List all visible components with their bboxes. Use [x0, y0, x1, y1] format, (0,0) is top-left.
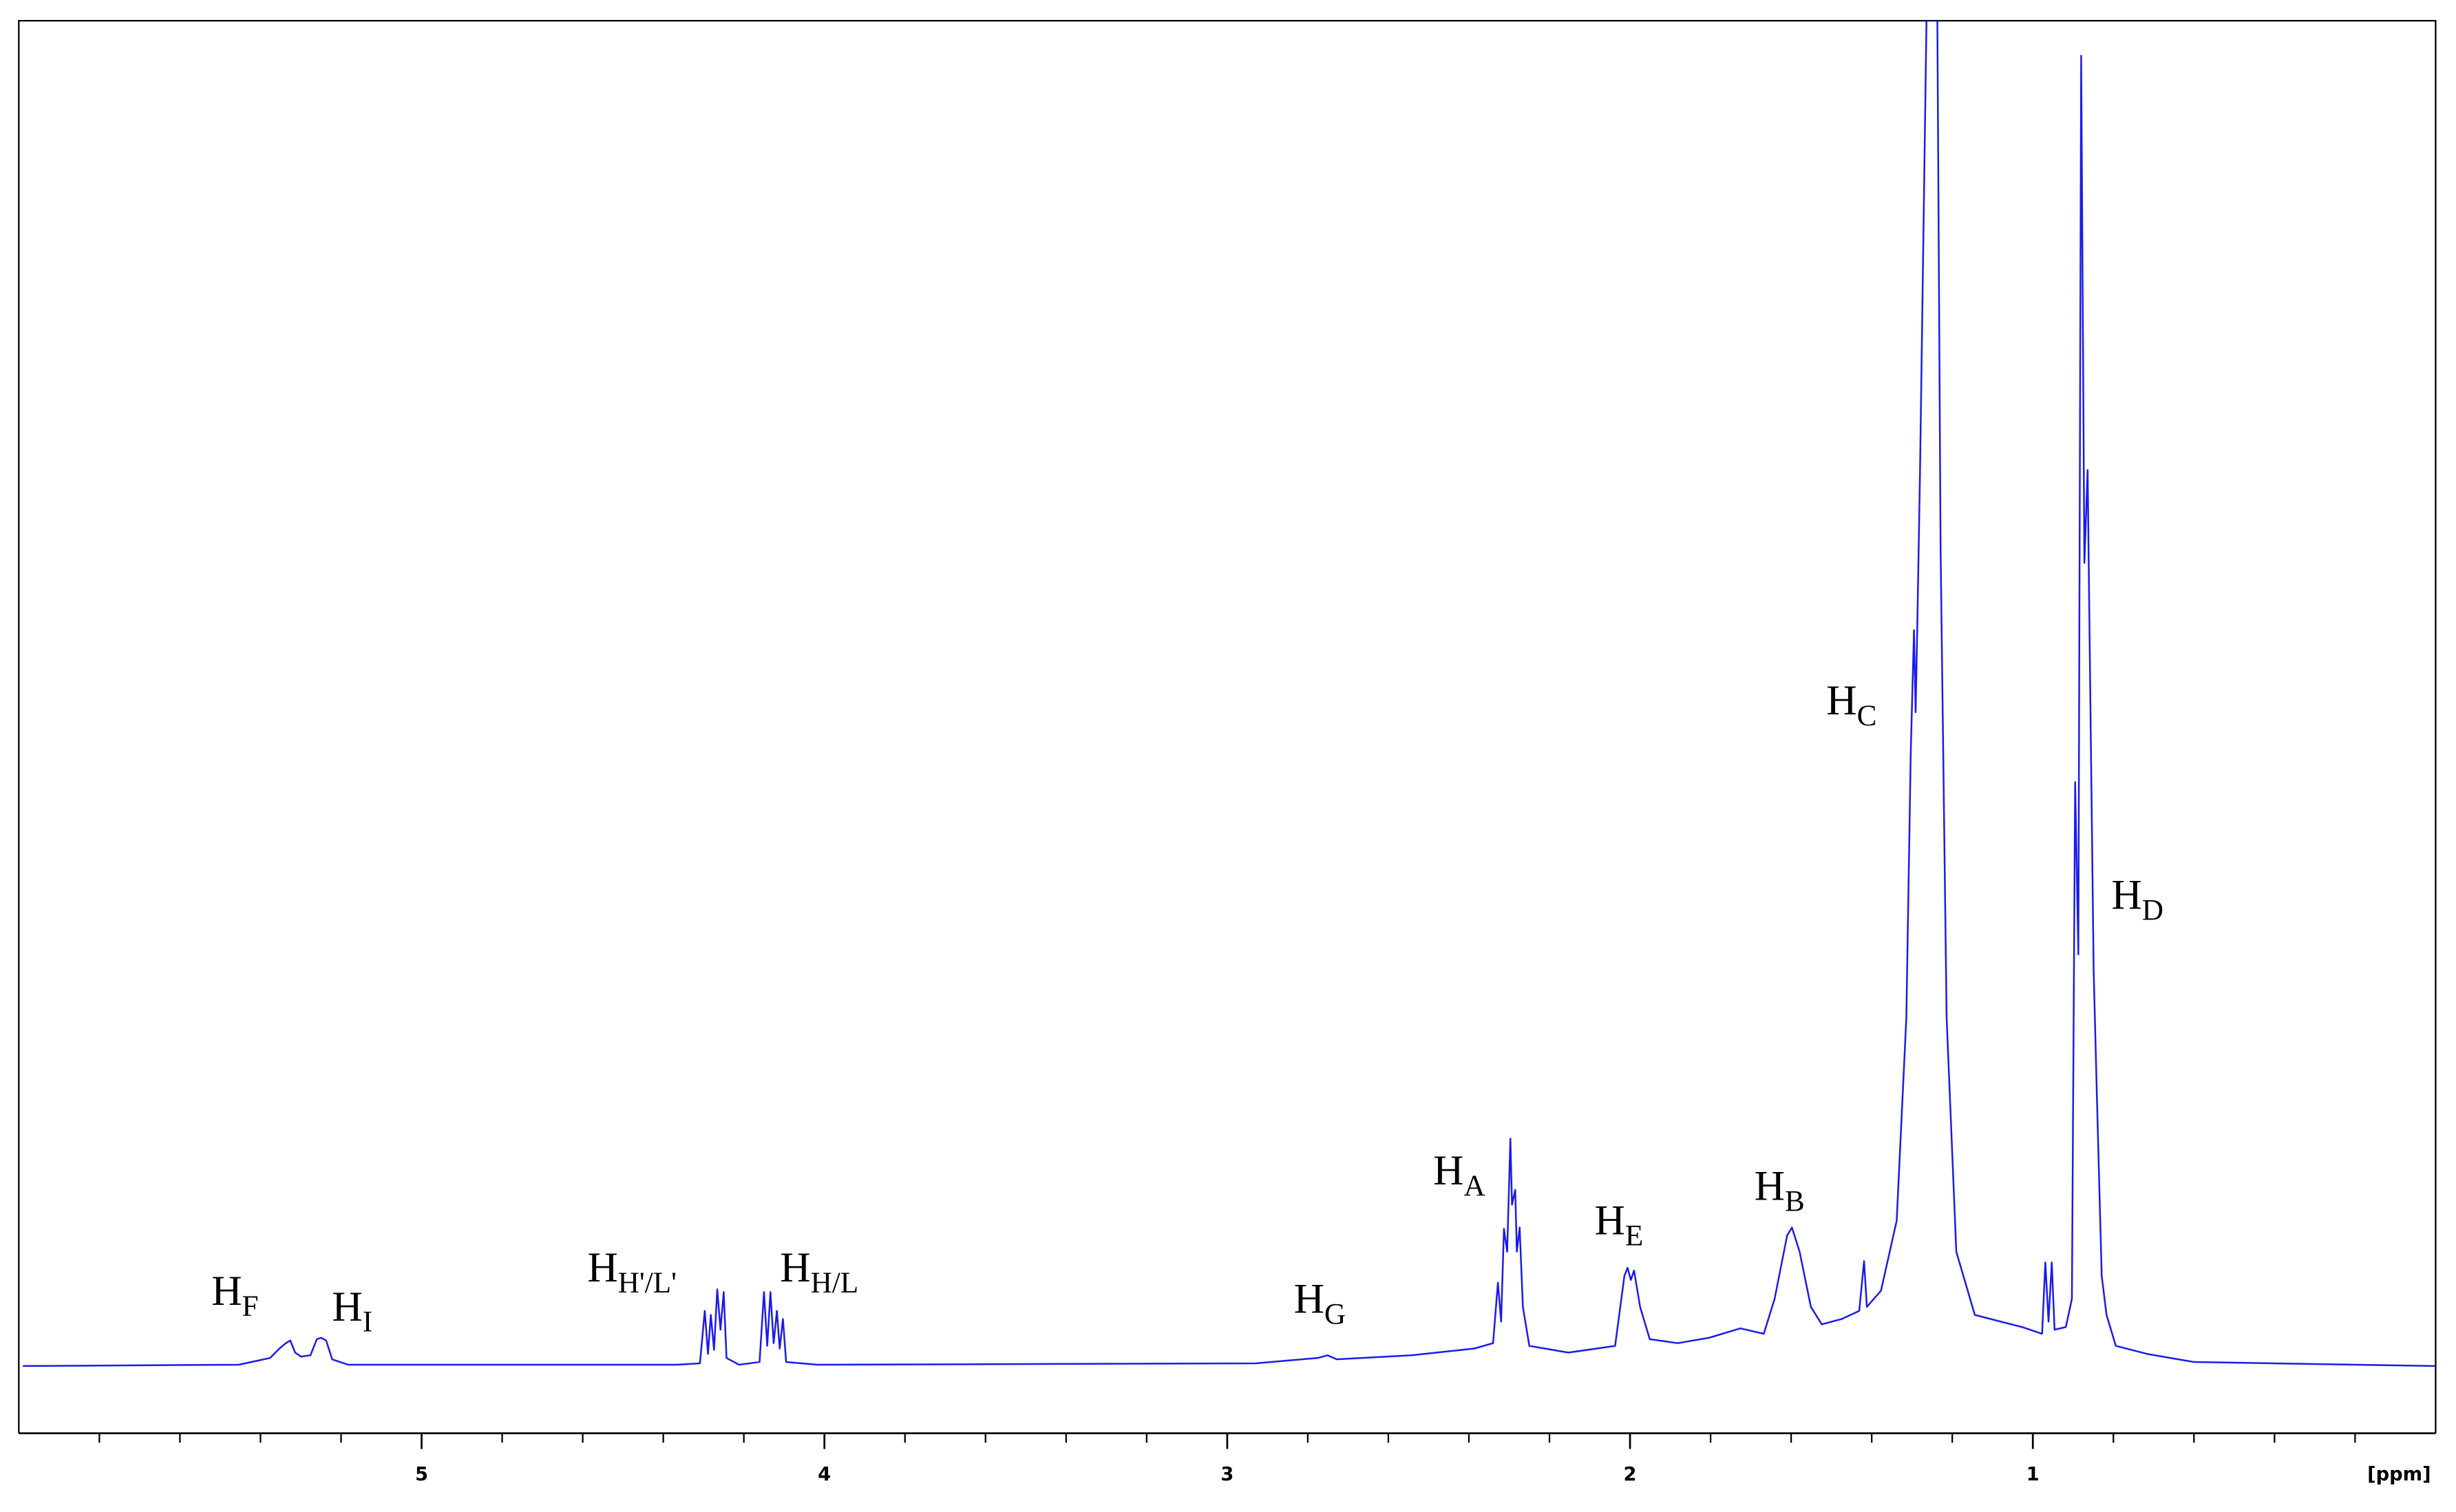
- peak-label-subscript: C: [1857, 699, 1877, 732]
- peak-label-subscript: E: [1625, 1220, 1643, 1253]
- peak-label-text: H: [1594, 1197, 1624, 1244]
- peak-label-subscript: I: [363, 1306, 372, 1339]
- peak-label-text: H: [1755, 1163, 1785, 1210]
- spectrum-line: [23, 21, 2435, 1367]
- peak-label-subscript: A: [1463, 1169, 1485, 1202]
- x-tick-label: 3: [1220, 1464, 1234, 1485]
- peak-label: HG: [1294, 1275, 1346, 1330]
- peak-label-subscript: H/L: [811, 1266, 859, 1299]
- peak-label: HH'/L': [587, 1244, 677, 1299]
- peak-label: HB: [1755, 1163, 1805, 1218]
- peak-label-text: H: [1433, 1147, 1463, 1194]
- peak-label-text: H: [2111, 871, 2141, 918]
- x-axis-label: [ppm]: [2367, 1464, 2431, 1485]
- x-tick-label: 5: [415, 1464, 428, 1485]
- peak-label: HD: [2111, 871, 2163, 926]
- peak-label-subscript: G: [1324, 1297, 1346, 1330]
- peak-label-subscript: B: [1785, 1185, 1805, 1218]
- x-tick-label: 2: [1624, 1464, 1637, 1485]
- peak-label: HA: [1433, 1147, 1485, 1202]
- peak-label-text: H: [211, 1268, 242, 1314]
- peak-label-text: H: [332, 1284, 362, 1330]
- peak-label-text: H: [1294, 1275, 1324, 1322]
- peak-label: HI: [332, 1284, 372, 1339]
- peak-label-text: H: [780, 1244, 810, 1291]
- plot-frame: [18, 20, 2437, 1434]
- x-tick-label: 4: [818, 1464, 831, 1485]
- x-ticks: 5 4 3 2 1: [98, 1433, 2356, 1485]
- peak-label: HH/L: [780, 1244, 858, 1299]
- peak-label-subscript: F: [242, 1290, 259, 1323]
- x-tick-label: 1: [2026, 1464, 2040, 1485]
- peak-label-text: H: [587, 1244, 617, 1291]
- peak-label-text: H: [1826, 677, 1856, 724]
- peak-label-subscript: D: [2142, 893, 2163, 926]
- peak-label-subscript: H'/L': [618, 1266, 677, 1299]
- peak-label: HE: [1594, 1197, 1643, 1253]
- peak-label: HF: [211, 1268, 258, 1323]
- spectrum: [23, 21, 2435, 1367]
- peak-label: HC: [1826, 677, 1876, 732]
